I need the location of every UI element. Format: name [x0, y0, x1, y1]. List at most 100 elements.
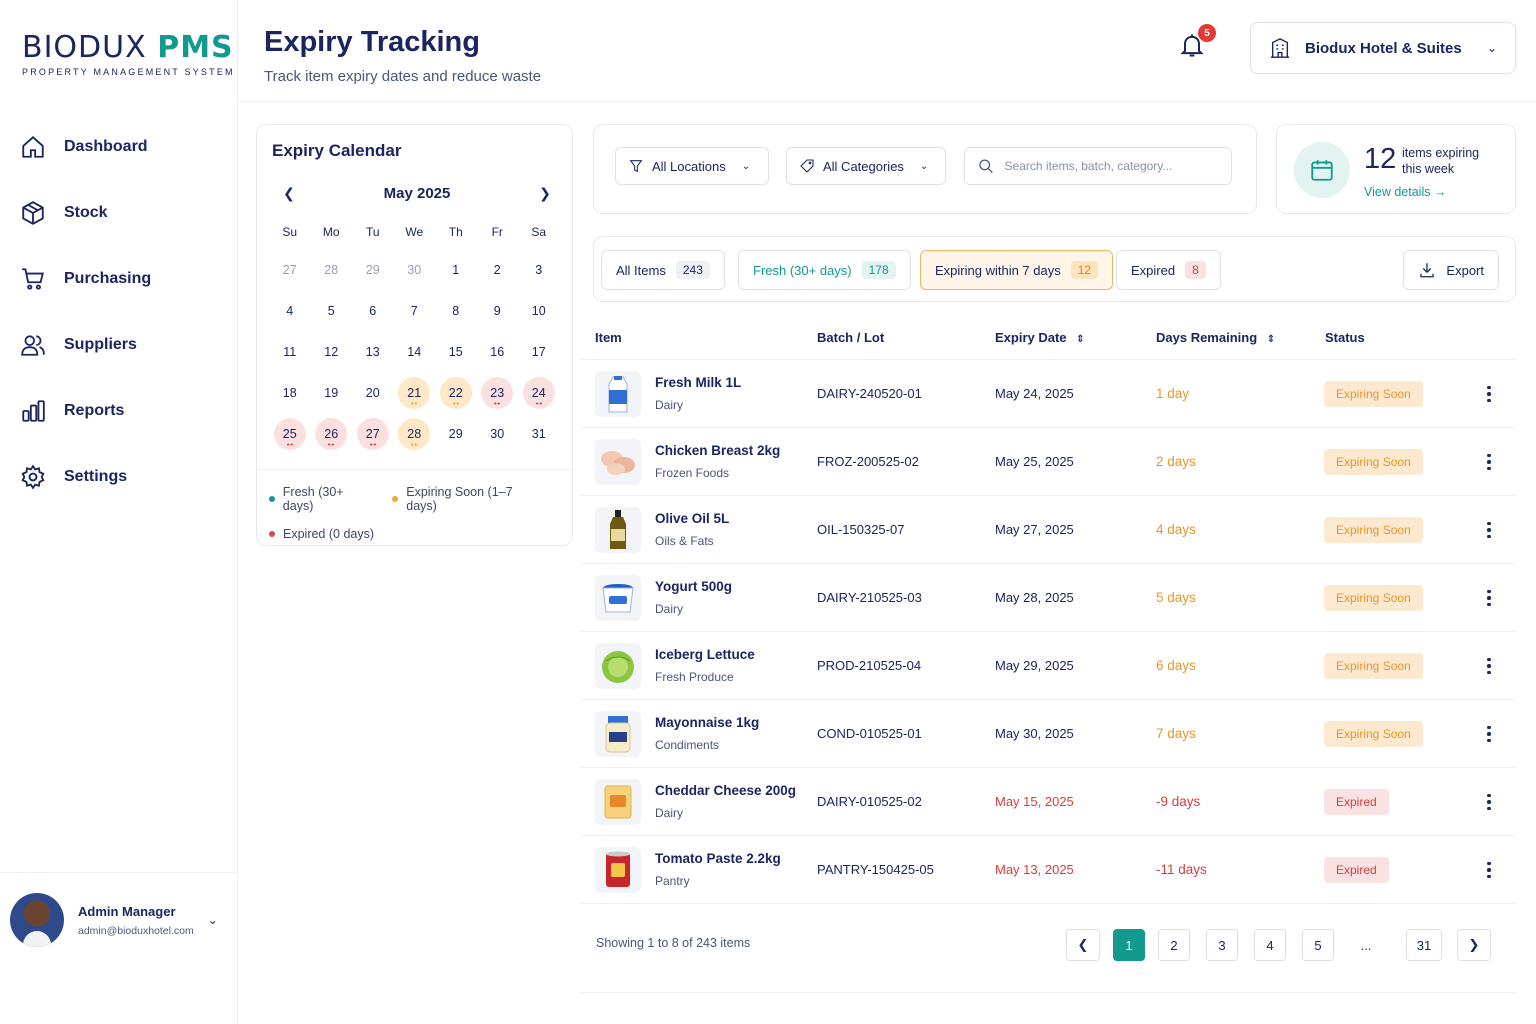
table-row[interactable]: Tomato Paste 2.2kg Pantry PANTRY-150425-05… — [580, 836, 1516, 904]
calendar-day[interactable]: 4 — [269, 290, 311, 331]
more-options-icon[interactable] — [1480, 720, 1498, 748]
calendar-day[interactable]: 15 — [435, 331, 477, 372]
calendar-day[interactable]: 9 — [477, 290, 519, 331]
table-row[interactable]: Iceberg Lettuce Fresh Produce PROD-210525-… — [580, 632, 1516, 700]
calendar-day-number: 7 — [410, 303, 418, 318]
calendar-day[interactable]: 31 — [518, 413, 560, 454]
calendar-day[interactable]: 29 — [352, 249, 394, 290]
calendar-day[interactable]: 17 — [518, 331, 560, 372]
calendar-day[interactable]: 23 — [477, 372, 519, 413]
calendar-title: Expiry Calendar — [272, 141, 402, 160]
more-options-icon[interactable] — [1480, 856, 1498, 884]
calendar-day[interactable]: 22 — [435, 372, 477, 413]
more-options-icon[interactable] — [1480, 516, 1498, 544]
calendar-day[interactable]: 18 — [269, 372, 311, 413]
calendar-day[interactable]: 5 — [311, 290, 353, 331]
calendar-day[interactable]: 6 — [352, 290, 394, 331]
sidebar-item-dashboard[interactable]: Dashboard — [20, 128, 151, 166]
search-input[interactable] — [1004, 159, 1219, 173]
calendar-day[interactable]: 30 — [394, 249, 436, 290]
more-options-icon[interactable] — [1480, 448, 1498, 476]
sidebar-item-purchasing[interactable]: Purchasing — [20, 260, 151, 298]
calendar-day-number: 3 — [535, 262, 543, 277]
calendar-day[interactable]: 28 — [394, 413, 436, 454]
page-button[interactable]: 2 — [1158, 929, 1190, 961]
location-filter[interactable]: All Locations ⌄ — [615, 147, 769, 185]
sidebar-item-label: Purchasing — [64, 270, 152, 287]
calendar-day[interactable]: 19 — [311, 372, 353, 413]
calendar-day[interactable]: 12 — [311, 331, 353, 372]
page-button[interactable]: 5 — [1302, 929, 1334, 961]
table-row[interactable]: Cheddar Cheese 200g Dairy DAIRY-010525-02 M… — [580, 768, 1516, 836]
prev-page-button[interactable]: ❮ — [1066, 929, 1100, 961]
weekday-header: Fr — [491, 225, 503, 239]
view-details-link[interactable]: View details → — [1364, 185, 1446, 199]
page-button[interactable]: 3 — [1206, 929, 1238, 961]
category-filter[interactable]: All Categories ⌄ — [786, 147, 946, 185]
table-row[interactable]: Mayonnaise 1kg Condiments COND-010525-01 Ma… — [580, 700, 1516, 768]
chevron-left-icon[interactable]: ❮ — [283, 185, 295, 201]
calendar-day[interactable]: 14 — [394, 331, 436, 372]
export-button[interactable]: Export — [1403, 250, 1499, 290]
calendar-day[interactable]: 27 — [269, 249, 311, 290]
more-options-icon[interactable] — [1480, 380, 1498, 408]
page-button[interactable]: 4 — [1254, 929, 1286, 961]
calendar-legend: Fresh (30+ days) Expiring Soon (1–7 days… — [257, 469, 572, 555]
more-options-icon[interactable] — [1480, 584, 1498, 612]
table-row[interactable]: Chicken Breast 2kg Frozen Foods FROZ-20052… — [580, 428, 1516, 496]
calendar-day[interactable]: 10 — [518, 290, 560, 331]
logo[interactable]: BIODUX PMS PROPERTY MANAGEMENT SYSTEM — [22, 30, 235, 77]
sidebar-item-stock[interactable]: Stock — [20, 194, 151, 232]
sidebar-item-settings[interactable]: Settings — [20, 458, 151, 496]
calendar-day[interactable]: 3 — [518, 249, 560, 290]
table-row[interactable]: Olive Oil 5L Oils & Fats OIL-150325-07 May … — [580, 496, 1516, 564]
more-options-icon[interactable] — [1480, 788, 1498, 816]
item-category: Dairy — [655, 602, 684, 616]
notifications-button[interactable]: 5 — [1178, 24, 1216, 64]
days-remaining: 6 days — [1156, 658, 1196, 673]
page-button[interactable]: 1 — [1113, 929, 1145, 961]
table-row[interactable]: Fresh Milk 1L Dairy DAIRY-240520-01 May 24,… — [580, 360, 1516, 428]
expiry-date: May 15, 2025 — [995, 794, 1074, 809]
more-options-icon[interactable] — [1480, 652, 1498, 680]
chevron-right-icon[interactable]: ❯ — [539, 185, 551, 201]
table-row[interactable]: Yogurt 500g Dairy DAIRY-210525-03 May 28, 2… — [580, 564, 1516, 632]
calendar-day-number: 2 — [493, 262, 501, 277]
tab-all-items[interactable]: All Items 243 — [601, 250, 725, 290]
col-status: Status — [1325, 330, 1365, 345]
next-page-button[interactable]: ❯ — [1457, 929, 1491, 961]
sidebar-item-suppliers[interactable]: Suppliers — [20, 326, 151, 364]
calendar-day[interactable]: 2 — [477, 249, 519, 290]
chevron-down-icon[interactable]: ⌄ — [207, 913, 218, 927]
tab-fresh[interactable]: Fresh (30+ days) 178 — [738, 250, 911, 290]
calendar-day[interactable]: 24 — [518, 372, 560, 413]
calendar-day[interactable]: 7 — [394, 290, 436, 331]
calendar-day[interactable]: 26 — [311, 413, 353, 454]
calendar-day[interactable]: 20 — [352, 372, 394, 413]
item-name: Cheddar Cheese 200g — [655, 783, 797, 798]
calendar-day[interactable]: 8 — [435, 290, 477, 331]
item-name: Iceberg Lettuce — [655, 647, 755, 662]
calendar-day[interactable]: 30 — [477, 413, 519, 454]
arrow-right-icon: → — [1433, 185, 1447, 199]
calendar-day[interactable]: 11 — [269, 331, 311, 372]
col-expiry[interactable]: Expiry Date ⇕ — [995, 330, 1085, 345]
tab-expiring[interactable]: Expiring within 7 days 12 — [920, 250, 1114, 290]
page-button[interactable]: 31 — [1406, 929, 1442, 961]
calendar-day[interactable]: 29 — [435, 413, 477, 454]
lettuce-icon — [595, 643, 641, 689]
col-days[interactable]: Days Remaining ⇕ — [1156, 330, 1275, 345]
calendar-day[interactable]: 27 — [352, 413, 394, 454]
calendar-day[interactable]: 28 — [311, 249, 353, 290]
sidebar-item-reports[interactable]: Reports — [20, 392, 151, 430]
user-menu[interactable]: Admin Manager admin@bioduxhotel.com ⌄ — [0, 872, 238, 967]
calendar-day[interactable]: 1 — [435, 249, 477, 290]
calendar-day[interactable]: 21 — [394, 372, 436, 413]
calendar-day[interactable]: 16 — [477, 331, 519, 372]
legend-fresh: Fresh (30+ days) — [282, 485, 344, 513]
calendar-day[interactable]: 13 — [352, 331, 394, 372]
page-subtitle: Track item expiry dates and reduce waste — [264, 68, 542, 85]
tab-expired[interactable]: Expired 8 — [1116, 250, 1221, 290]
calendar-day[interactable]: 25 — [269, 413, 311, 454]
hotel-selector[interactable]: Biodux Hotel & Suites ⌄ — [1250, 22, 1516, 74]
